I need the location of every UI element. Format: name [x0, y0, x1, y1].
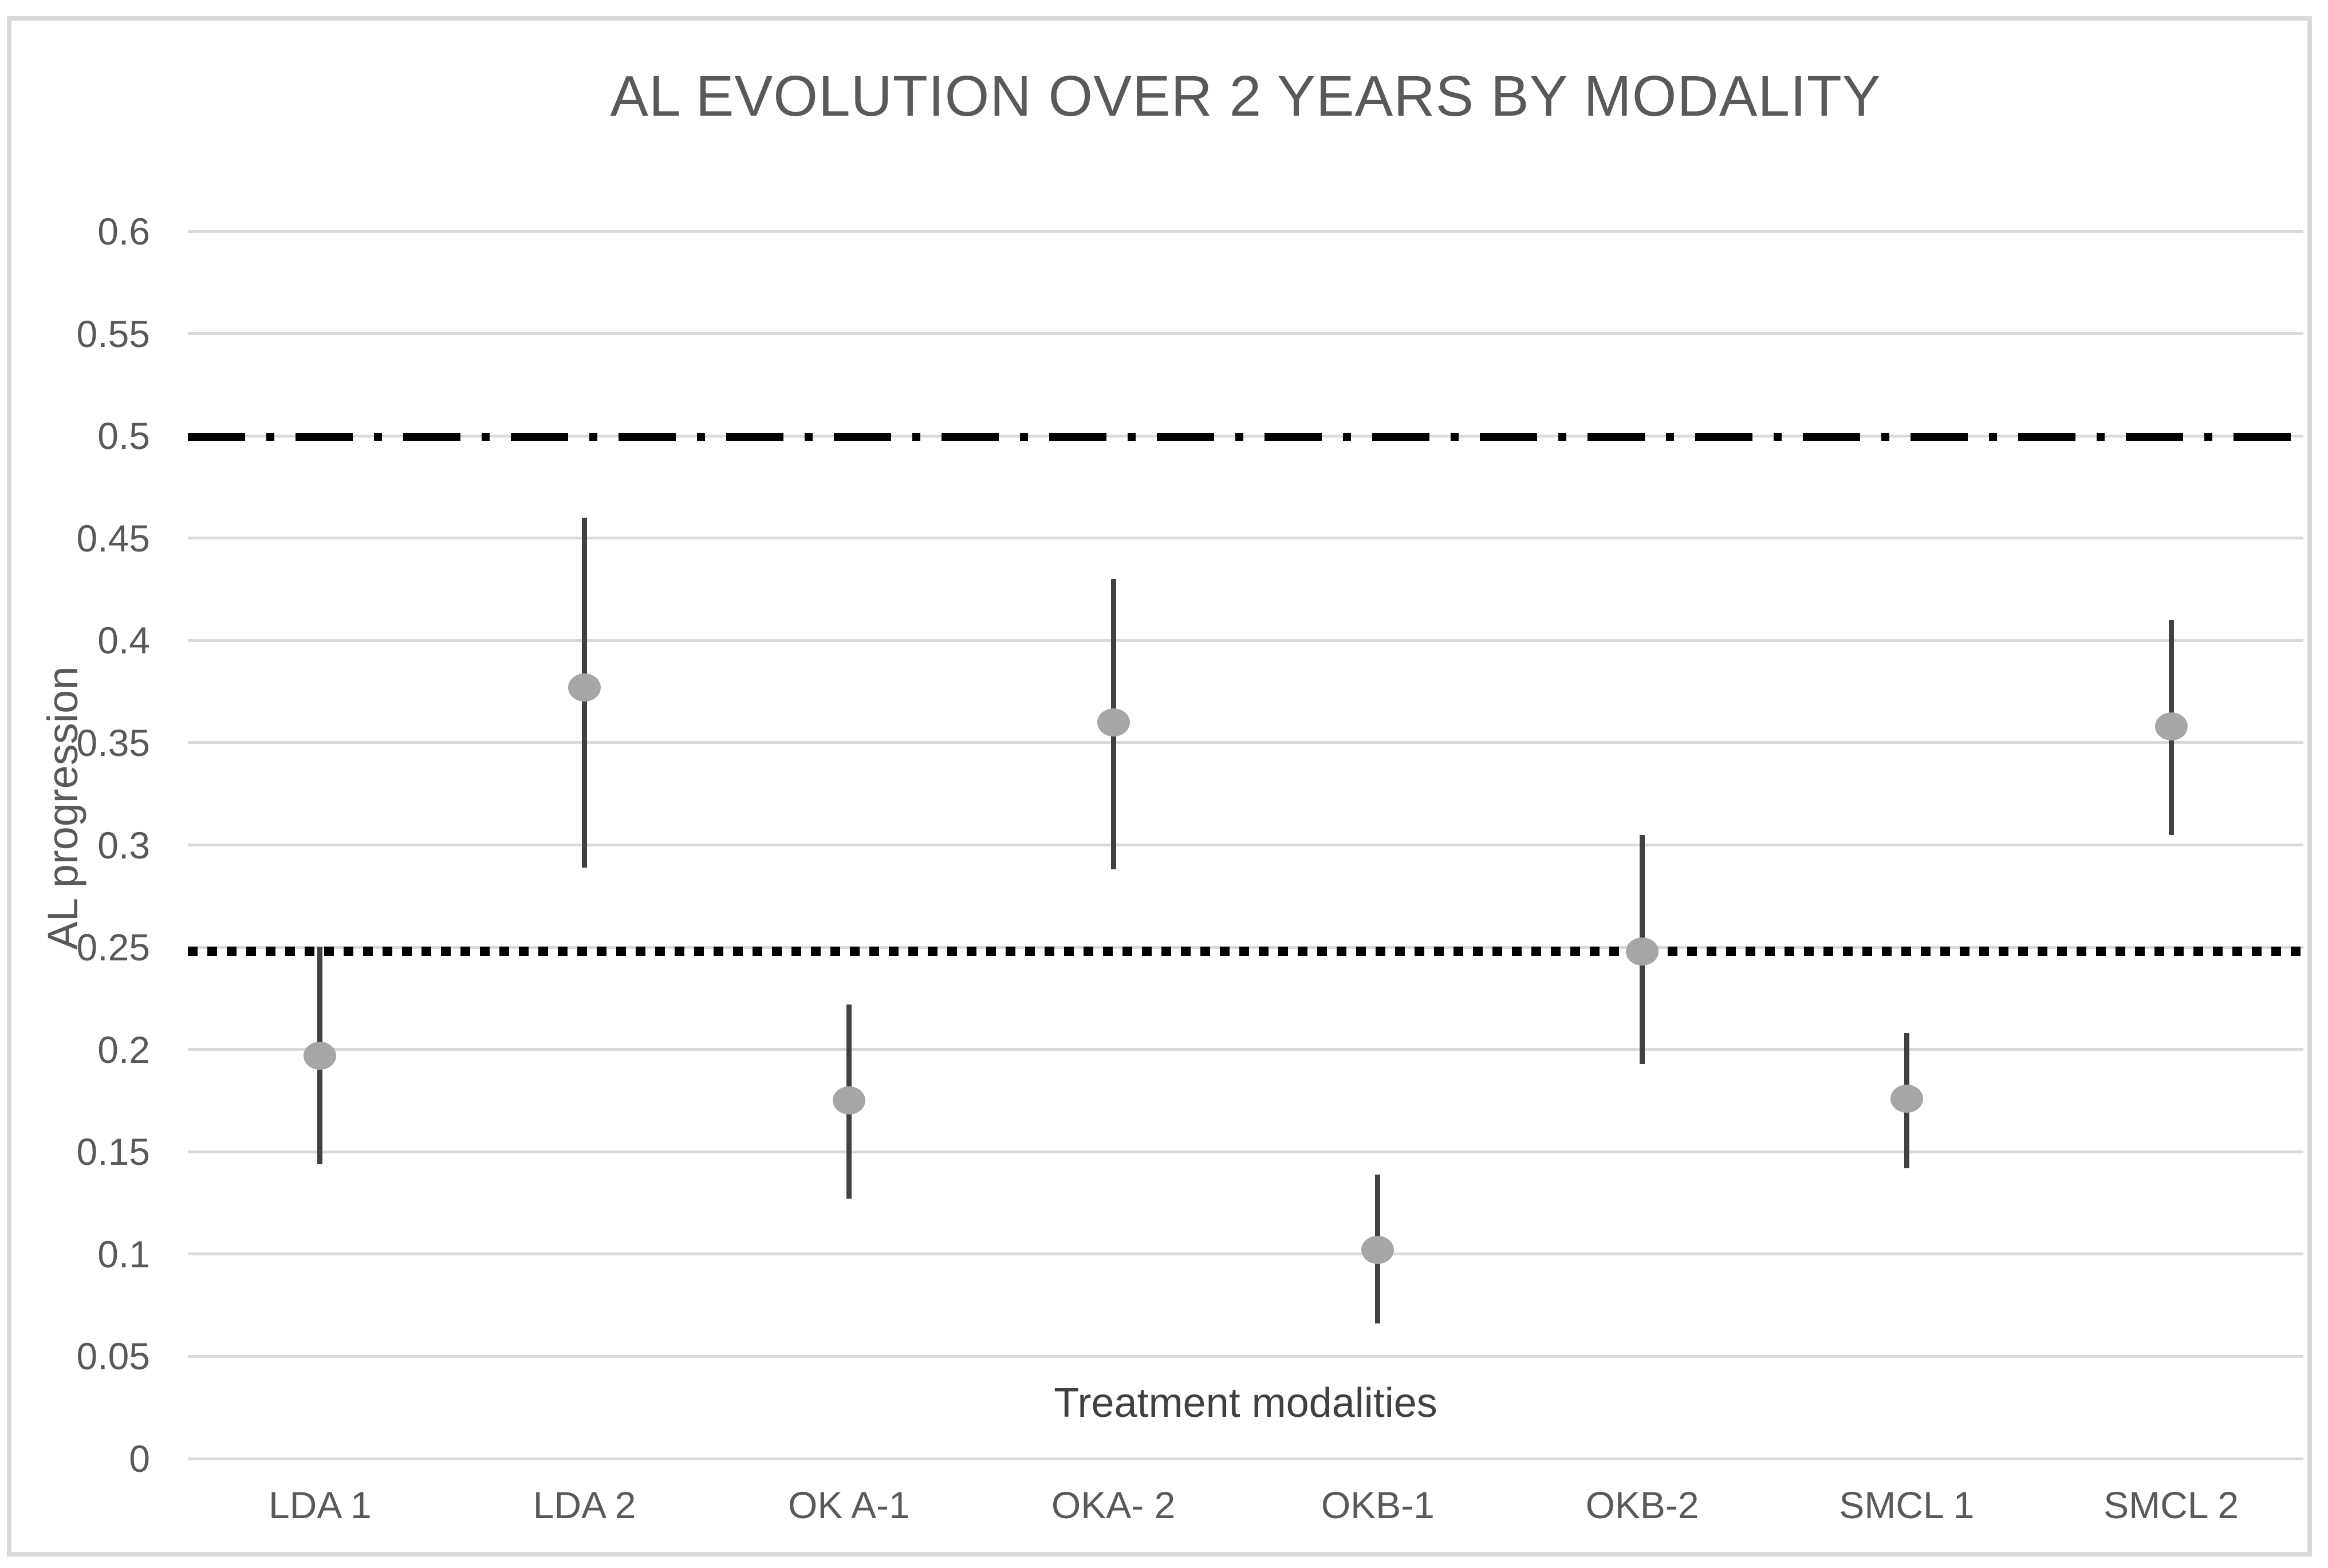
x-axis-title: Treatment modalities	[1054, 1380, 1437, 1426]
gridline	[188, 1048, 2303, 1051]
gridline	[188, 332, 2303, 336]
x-category-label: OK A-1	[787, 1484, 910, 1526]
plot-area	[188, 230, 2303, 1460]
data-point-marker	[304, 1041, 337, 1070]
y-tick-label: 0	[129, 1437, 150, 1480]
chart-title: AL EVOLUTION OVER 2 YEARS BY MODALITY	[610, 64, 1881, 128]
x-category-label: LDA 1	[268, 1484, 372, 1526]
y-tick-label: 0.55	[76, 312, 150, 355]
data-point-marker	[568, 673, 601, 702]
y-tick-label: 0.2	[97, 1028, 150, 1071]
y-tick-label: 0.15	[76, 1130, 150, 1173]
data-point-marker	[832, 1086, 865, 1115]
x-category-label: SMCL 2	[2104, 1484, 2239, 1526]
gridline	[188, 230, 2303, 233]
gridline	[188, 1354, 2303, 1358]
data-point-marker	[2154, 712, 2188, 740]
gridline	[188, 537, 2303, 540]
gridline	[188, 1150, 2303, 1153]
y-tick-label: 0.1	[97, 1232, 150, 1275]
y-tick-label: 0.25	[76, 926, 150, 969]
x-category-label: LDA 2	[533, 1484, 636, 1526]
y-tick-label: 0.5	[97, 415, 150, 458]
data-point-marker	[1890, 1084, 1923, 1113]
y-tick-label: 0.05	[76, 1335, 150, 1378]
y-tick-label: 0.45	[76, 517, 150, 560]
gridline	[188, 1457, 2303, 1460]
reference-line-dash-dot	[188, 433, 2303, 442]
data-point-marker	[1626, 937, 1659, 966]
y-tick-label: 0.4	[97, 619, 150, 662]
x-category-label: OKA- 2	[1051, 1484, 1176, 1526]
x-category-label: SMCL 1	[1839, 1484, 1975, 1526]
x-category-label: OKB-2	[1585, 1484, 1699, 1526]
y-tick-label: 0.35	[76, 721, 150, 764]
reference-line-dotted	[188, 947, 2303, 956]
gridline	[188, 1252, 2303, 1256]
data-point-marker	[1361, 1236, 1395, 1264]
gridline	[188, 639, 2303, 642]
y-tick-label: 0.6	[97, 210, 150, 253]
chart-border	[7, 16, 2312, 1557]
data-point-marker	[1097, 708, 1130, 736]
gridline	[188, 741, 2303, 744]
gridline	[188, 844, 2303, 846]
x-category-label: OKB-1	[1321, 1484, 1435, 1526]
y-tick-label: 0.3	[97, 824, 150, 866]
